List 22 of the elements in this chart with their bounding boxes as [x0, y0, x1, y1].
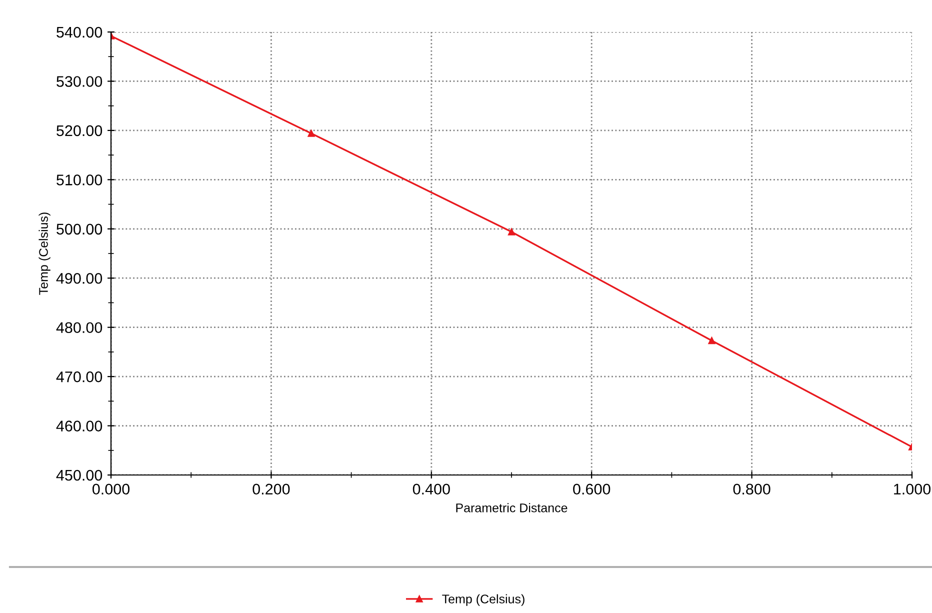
y-tick-label: 490.00 [56, 272, 102, 284]
y-axis-title: Temp (Celsius) [38, 212, 50, 295]
y-tick-label: 460.00 [56, 420, 102, 432]
y-tick-label: 470.00 [56, 371, 102, 382]
x-tick-label: 0.000 [92, 484, 130, 495]
point [308, 130, 315, 137]
x-axis-title: Parametric Distance [456, 503, 568, 512]
x-tick-label: 0.200 [252, 484, 290, 495]
point [708, 337, 716, 344]
legend-label: Temp (Celsius) [442, 594, 524, 606]
y-tick-label: 480.00 [56, 322, 102, 334]
y-tick-label: 450.00 [56, 470, 102, 481]
y-tick-label: 500.00 [56, 224, 102, 235]
x-tick-label: 0.400 [412, 484, 450, 495]
y-tick-label: 510.00 [56, 174, 102, 186]
x-tick-label: 0.800 [733, 484, 770, 495]
y-tick-label: 520.00 [56, 125, 102, 136]
x-tick-label: 1.000 [894, 484, 931, 495]
y-tick-label: 530.00 [56, 76, 102, 87]
x-tick-label: 0.600 [573, 484, 610, 495]
y-tick-label: 540.00 [56, 26, 102, 38]
point [508, 228, 515, 236]
